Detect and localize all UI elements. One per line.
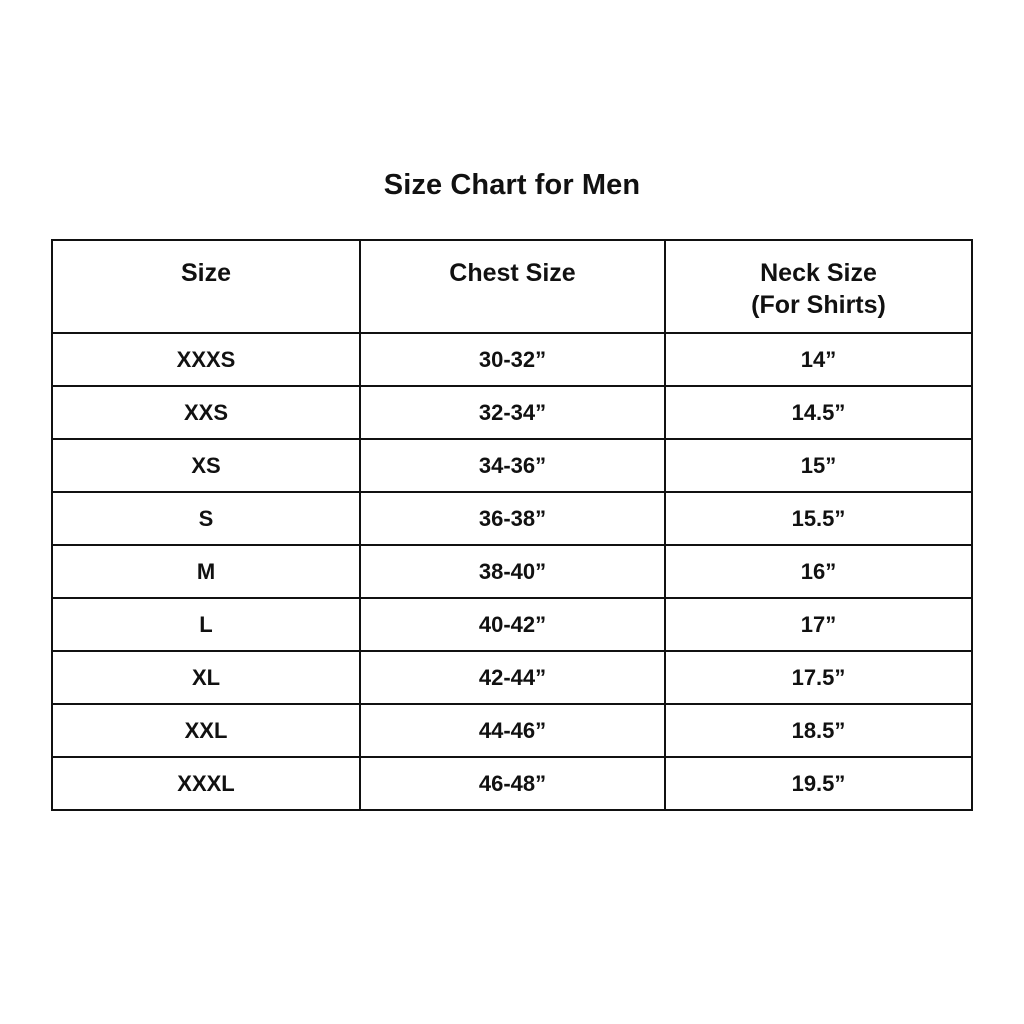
column-header-size-label: Size	[180, 259, 232, 287]
cell-neck-size: 17”	[664, 597, 973, 652]
cell-neck-size: 15.5”	[664, 491, 973, 546]
cell-chest-size: 36-38”	[359, 491, 666, 546]
cell-size: L	[51, 597, 361, 652]
size-chart-table-container: Size Chest Size Neck Size (For Shirts) X…	[51, 239, 973, 811]
cell-neck-size: 14.5”	[664, 385, 973, 440]
cell-size: XXXL	[51, 756, 361, 811]
table-row: XXXL 46-48” 19.5”	[51, 756, 973, 811]
size-chart-table: Size Chest Size Neck Size (For Shirts) X…	[51, 239, 973, 811]
cell-size: XXXS	[51, 332, 361, 387]
cell-size: XXL	[51, 703, 361, 758]
cell-neck-size: 15”	[664, 438, 973, 493]
cell-chest-size: 30-32”	[359, 332, 666, 387]
table-row: XXS 32-34” 14.5”	[51, 385, 973, 440]
cell-neck-size: 16”	[664, 544, 973, 599]
table-row: XL 42-44” 17.5”	[51, 650, 973, 705]
column-header-neck-size-sublabel: (For Shirts)	[751, 291, 886, 319]
table-header: Size Chest Size Neck Size (For Shirts)	[51, 239, 973, 334]
table-row: XS 34-36” 15”	[51, 438, 973, 493]
table-row: L 40-42” 17”	[51, 597, 973, 652]
cell-chest-size: 34-36”	[359, 438, 666, 493]
cell-neck-size: 19.5”	[664, 756, 973, 811]
table-body: XXXS 30-32” 14” XXS 32-34” 14.5” XS 34-3…	[51, 332, 973, 811]
cell-neck-size: 14”	[664, 332, 973, 387]
table-row: S 36-38” 15.5”	[51, 491, 973, 546]
table-row: XXL 44-46” 18.5”	[51, 703, 973, 758]
table-row: M 38-40” 16”	[51, 544, 973, 599]
cell-chest-size: 44-46”	[359, 703, 666, 758]
cell-chest-size: 40-42”	[359, 597, 666, 652]
table-row: XXXS 30-32” 14”	[51, 332, 973, 387]
column-header-neck-size-label: Neck Size	[760, 259, 877, 287]
column-header-chest-size-label: Chest Size	[449, 259, 576, 287]
cell-size: M	[51, 544, 361, 599]
cell-size: XS	[51, 438, 361, 493]
table-header-row: Size Chest Size Neck Size (For Shirts)	[51, 239, 973, 334]
column-header-chest-size: Chest Size	[359, 239, 666, 334]
cell-size: S	[51, 491, 361, 546]
column-header-neck-size: Neck Size (For Shirts)	[664, 239, 973, 334]
cell-size: XXS	[51, 385, 361, 440]
cell-chest-size: 32-34”	[359, 385, 666, 440]
cell-chest-size: 42-44”	[359, 650, 666, 705]
column-header-size: Size	[51, 239, 361, 334]
cell-chest-size: 38-40”	[359, 544, 666, 599]
cell-neck-size: 17.5”	[664, 650, 973, 705]
cell-size: XL	[51, 650, 361, 705]
cell-neck-size: 18.5”	[664, 703, 973, 758]
cell-chest-size: 46-48”	[359, 756, 666, 811]
page-title: Size Chart for Men	[383, 169, 641, 201]
